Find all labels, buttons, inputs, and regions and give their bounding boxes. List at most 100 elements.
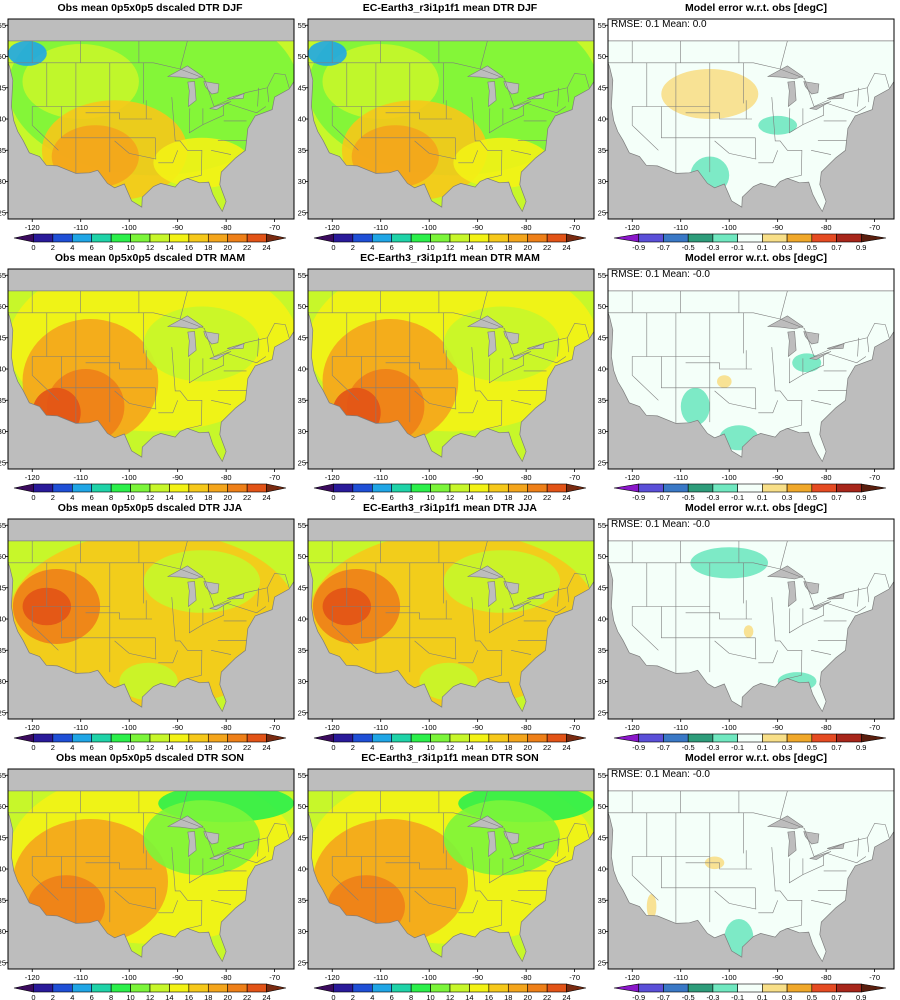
colorbar-swatch — [169, 733, 190, 743]
state-border — [114, 137, 157, 160]
lat-tick-label: 35 — [598, 146, 606, 155]
lon-tick-label: -80 — [821, 973, 832, 982]
lat-tick-label: 45 — [0, 333, 6, 342]
colorbar-swatch — [246, 483, 267, 493]
lat-tick-label: 30 — [598, 427, 606, 436]
lat-tick-label: 45 — [298, 583, 306, 592]
colorbar-swatch — [333, 733, 354, 743]
rmse-mean-stats: RMSE: 0.1 Mean: 0.0 — [611, 19, 707, 30]
state-border — [85, 862, 152, 870]
state-border — [414, 637, 457, 660]
state-border — [331, 812, 359, 901]
lat-tick-label: 45 — [298, 833, 306, 842]
lat-tick-label: 50 — [0, 302, 6, 311]
colorbar-tick-label: 8 — [109, 993, 113, 1000]
lat-tick-label: 40 — [598, 865, 606, 874]
colorbar-arrow-min — [13, 733, 34, 743]
state-border — [308, 312, 590, 357]
colorbar-swatch — [546, 983, 567, 993]
lat-tick-label: 55 — [298, 271, 306, 280]
colorbar-arrow-max — [860, 983, 887, 993]
lat-tick-label: 40 — [298, 865, 306, 874]
state-border — [758, 150, 778, 164]
state-border — [257, 587, 259, 607]
colorbar-tick-label: -0.5 — [682, 993, 695, 1000]
colorbar-tick-label: 18 — [504, 743, 512, 752]
colorbar-swatch — [169, 983, 190, 993]
colorbar-swatch — [188, 733, 209, 743]
lat-tick-label: 35 — [598, 396, 606, 405]
colorbar-swatch — [352, 733, 373, 743]
colorbar-tick-label: 12 — [146, 243, 154, 252]
colorbar-swatch — [149, 733, 170, 743]
colorbar-tick-label: 12 — [146, 493, 154, 502]
colorbar-tick-label: 20 — [524, 493, 532, 502]
state-border — [267, 587, 270, 603]
colorbar-swatch — [391, 233, 412, 243]
panel-error-mam: -120 -110 -100 -90 -80 -70 25 30 35 40 45 50 55 -0.9 -… — [598, 250, 900, 502]
colorbar-tick-label: 4 — [70, 743, 74, 752]
lat-tick-label: 45 — [598, 583, 606, 592]
colorbar-tick-label: 0 — [31, 993, 35, 1000]
colorbar-tick-label: 2 — [51, 493, 55, 502]
state-border — [511, 400, 532, 405]
lat-tick-label: 45 — [298, 83, 306, 92]
lon-tick-label: -90 — [772, 973, 783, 982]
colorbar-arrow-max — [266, 233, 287, 243]
colorbar-tick-label: 6 — [390, 743, 394, 752]
lat-tick-label: 35 — [598, 646, 606, 655]
colorbar-tick-label: 18 — [504, 993, 512, 1000]
lat-tick-label: 25 — [598, 458, 606, 467]
colorbar-swatch — [52, 233, 73, 243]
colorbar-tick-label: 24 — [562, 993, 570, 1000]
lat-tick-label: 45 — [0, 583, 6, 592]
colorbar-swatch — [712, 733, 738, 743]
colorbar-swatch — [207, 483, 229, 493]
state-border — [758, 400, 778, 414]
colorbar-tick-label: 14 — [465, 993, 473, 1000]
lat-tick-label: 35 — [0, 646, 6, 655]
panel-title: Model error w.r.t. obs [degC] — [685, 2, 827, 14]
colorbar-swatch — [488, 733, 509, 743]
lat-tick-label: 55 — [0, 21, 6, 30]
lat-tick-label: 30 — [0, 927, 6, 936]
state-border — [827, 853, 867, 864]
state-border — [685, 862, 752, 870]
colorbar-swatch — [712, 233, 738, 243]
state-border — [211, 400, 232, 405]
colorbar-tick-label: 14 — [165, 493, 173, 502]
colorbar-swatch — [149, 483, 170, 493]
state-border — [714, 387, 757, 410]
colorbar-swatch — [130, 983, 151, 993]
colorbar-tick-label: 18 — [204, 243, 212, 252]
colorbar-tick-label: -0.5 — [682, 493, 695, 502]
state-border — [779, 40, 788, 70]
state-border — [267, 837, 270, 853]
colorbar-tick-label: 8 — [409, 243, 413, 252]
colorbar-swatch — [207, 233, 229, 243]
state-border — [31, 62, 59, 151]
lat-tick-label: 55 — [598, 771, 606, 780]
state-border — [61, 356, 156, 389]
lon-tick-label: -100 — [722, 973, 737, 982]
panel-title: Obs mean 0p5x0p5 dscaled DTR MAM — [54, 252, 246, 264]
colorbar-tick-label: -0.9 — [632, 243, 645, 252]
colorbar-tick-label: 16 — [485, 743, 493, 752]
state-border — [458, 400, 478, 414]
colorbar-swatch — [663, 983, 689, 993]
state-border — [361, 356, 456, 389]
colorbar-swatch — [91, 233, 112, 243]
colorbar-tick-label: 0.9 — [856, 993, 866, 1000]
colorbar-swatch — [786, 483, 813, 493]
lat-tick-label: 50 — [598, 802, 606, 811]
lon-tick-label: -110 — [73, 973, 87, 982]
state-border — [811, 900, 832, 905]
state-border — [471, 847, 503, 930]
colorbar-tick-label: -0.7 — [657, 493, 670, 502]
colorbar-tick-label: 0.5 — [807, 243, 817, 252]
lon-tick-label: -100 — [422, 973, 437, 982]
state-border — [114, 637, 157, 660]
colorbar-swatch — [207, 983, 229, 993]
state-border — [8, 562, 290, 607]
